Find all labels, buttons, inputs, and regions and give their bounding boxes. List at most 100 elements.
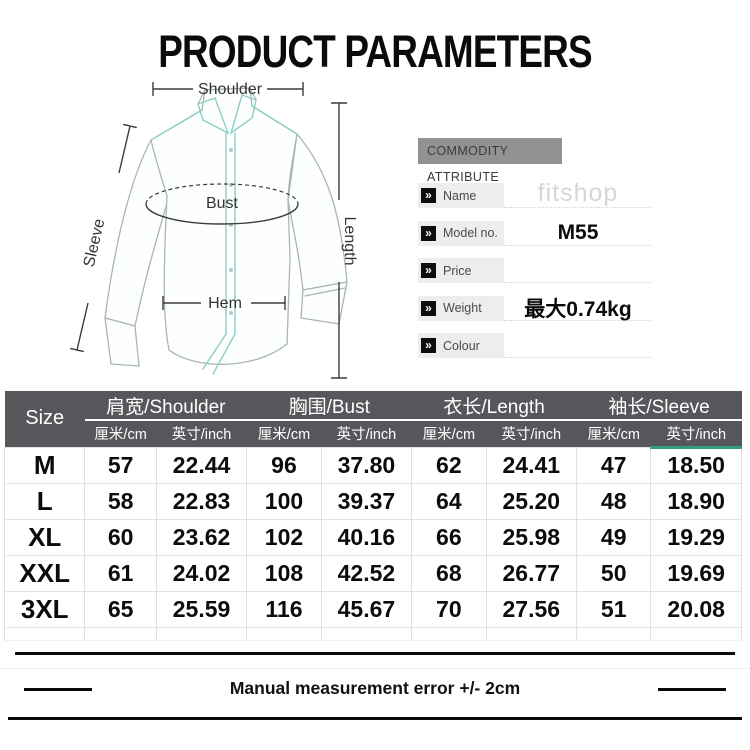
size-cell: XL — [3, 518, 86, 556]
attribute-label-pill: » Price — [418, 258, 504, 283]
value-cell: 40.16 — [320, 518, 413, 556]
hem-label: Hem — [208, 295, 242, 312]
value-cell: 27.56 — [485, 590, 578, 628]
attribute-rows: » Name fitshop » Model no. M55 » — [418, 179, 652, 358]
value-cell: 50 — [576, 554, 652, 592]
chevron-right-icon: » — [421, 225, 436, 241]
value-cell: 19.69 — [650, 554, 742, 592]
subheader-cm: 厘米/cm — [576, 420, 651, 447]
shirt-left-shoulder-seam — [150, 109, 203, 141]
subheader-inch: 英寸/inch — [156, 420, 247, 447]
value-cell: 66 — [411, 518, 487, 556]
shirt-button — [229, 148, 233, 152]
value-cell: 47 — [576, 446, 652, 484]
attribute-value: M55 — [504, 221, 652, 246]
subheader-cm: 厘米/cm — [84, 420, 157, 447]
shirt-button — [229, 268, 233, 272]
value-cell: 25.98 — [485, 518, 578, 556]
subheader-inch: 英寸/inch — [486, 420, 577, 447]
empty-grid-row — [3, 626, 742, 641]
value-cell: 100 — [246, 482, 322, 520]
value-cell: 24.41 — [485, 446, 578, 484]
attribute-row-model: » Model no. M55 — [418, 220, 652, 246]
attribute-label-pill: » Weight — [418, 295, 504, 321]
length-label: Length — [341, 217, 358, 266]
value-cell: 19.29 — [650, 518, 742, 556]
value-cell: 62 — [411, 446, 487, 484]
value-cell: 60 — [84, 518, 157, 556]
value-cell: 49 — [576, 518, 652, 556]
chevron-right-icon: » — [421, 338, 436, 353]
bust-ellipse-solid — [145, 203, 299, 225]
sleeve-group-header: 袖长/Sleeve — [576, 391, 742, 421]
attribute-row-name: » Name fitshop — [418, 179, 652, 208]
sleeve-label: Sleeve — [81, 217, 109, 269]
value-cell: 45.67 — [320, 590, 413, 628]
value-cell: 116 — [246, 590, 322, 628]
weight-value: 最大0.74kg — [524, 297, 632, 321]
shirt-drawing — [104, 87, 348, 375]
attribute-value: fitshop — [504, 179, 652, 208]
length-group-header: 衣长/Length — [411, 391, 577, 421]
value-cell: 70 — [411, 590, 487, 628]
value-cell: 25.59 — [155, 590, 248, 628]
shirt-button — [229, 311, 233, 315]
shirt-collar-right-flap — [229, 94, 257, 135]
value-cell: 65 — [84, 590, 157, 628]
table-row-xl: XL 60 23.62 102 40.16 66 25.98 49 19.29 — [3, 518, 742, 556]
table-row-3xl: 3XL 65 25.59 116 45.67 70 27.56 51 20.08 — [3, 590, 742, 628]
shoulder-measure-line — [152, 82, 304, 96]
value-cell: 96 — [246, 446, 322, 484]
table-row-xxl: XXL 61 24.02 108 42.52 68 26.77 50 19.69 — [3, 554, 742, 592]
chevron-right-icon: » — [421, 300, 436, 316]
length-measure-line — [331, 102, 347, 379]
measurement-annotations: Shoulder Length Sleeve Bust Hem — [70, 81, 358, 379]
value-cell: 26.77 — [485, 554, 578, 592]
value-cell: 24.02 — [155, 554, 248, 592]
brand-logo: fitshop — [537, 178, 619, 207]
subheader-inch: 英寸/inch — [650, 420, 742, 449]
subheader-cm: 厘米/cm — [411, 420, 487, 447]
table-row-m: M 57 22.44 96 37.80 62 24.41 47 18.50 — [3, 446, 742, 484]
divider-line-top — [15, 652, 735, 655]
value-cell: 68 — [411, 554, 487, 592]
model-number-value: M55 — [557, 220, 599, 244]
sleeve-measure-line — [70, 123, 137, 353]
attribute-value — [504, 258, 652, 283]
note-left-dash — [24, 688, 92, 691]
value-cell: 64 — [411, 482, 487, 520]
shirt-right-shoulder-seam — [251, 105, 298, 135]
commodity-attribute-panel: COMMODITY ATTRIBUTE » Name fitshop » Mod… — [418, 138, 652, 371]
chevron-right-icon: » — [421, 263, 436, 278]
shirt-collar-band — [197, 87, 257, 105]
note-right-dash — [658, 688, 726, 691]
attribute-row-weight: » Weight 最大0.74kg — [418, 295, 652, 321]
value-cell: 61 — [84, 554, 157, 592]
table-subheader-row: 厘米/cm 英寸/inch 厘米/cm 英寸/inch 厘米/cm 英寸/inc… — [5, 420, 742, 449]
shirt-left-cuff — [104, 317, 140, 367]
size-cell: XXL — [3, 554, 86, 592]
shirt-measurement-diagram: Shoulder Length Sleeve Bust Hem — [70, 81, 358, 379]
attribute-label: Name — [443, 188, 477, 203]
value-cell: 25.20 — [485, 482, 578, 520]
size-column-header: Size — [4, 391, 85, 447]
size-chart-table: Size 肩宽/Shoulder 胸围/Bust 衣长/Length 袖长/Sl… — [3, 391, 742, 641]
attribute-value: 最大0.74kg — [504, 296, 652, 321]
attribute-label: Price — [443, 263, 472, 278]
shoulder-label: Shoulder — [198, 81, 263, 98]
size-cell: L — [3, 482, 86, 520]
attribute-label: Weight — [443, 301, 482, 315]
bust-ellipse-dashed — [145, 183, 299, 205]
attribute-row-colour: » Colour — [418, 333, 652, 358]
chevron-right-icon: » — [421, 188, 436, 203]
commodity-attribute-header: COMMODITY ATTRIBUTE — [418, 138, 562, 184]
bust-label: Bust — [206, 195, 239, 212]
value-cell: 51 — [576, 590, 652, 628]
attribute-label-pill: » Colour — [418, 333, 504, 358]
value-cell: 22.83 — [155, 482, 248, 520]
table-group-header-row: Size 肩宽/Shoulder 胸围/Bust 衣长/Length 袖长/Sl… — [4, 391, 742, 447]
value-cell: 37.80 — [320, 446, 413, 484]
attribute-row-price: » Price — [418, 258, 652, 283]
attribute-label-pill: » Name — [418, 183, 504, 208]
